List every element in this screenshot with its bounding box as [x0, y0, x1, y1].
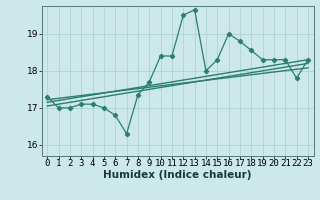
X-axis label: Humidex (Indice chaleur): Humidex (Indice chaleur) [103, 170, 252, 180]
